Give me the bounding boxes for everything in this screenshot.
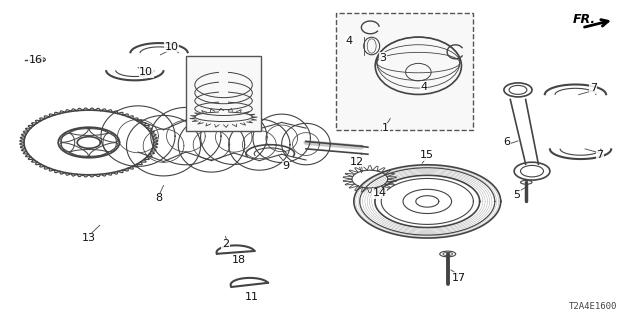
Text: 13: 13	[82, 233, 96, 243]
Text: 11: 11	[244, 292, 259, 302]
Text: 3: 3	[379, 53, 386, 63]
Text: 7: 7	[590, 83, 597, 93]
Circle shape	[39, 59, 43, 60]
Text: 6: 6	[504, 138, 511, 148]
Bar	[186, 56, 261, 131]
Text: 1: 1	[382, 123, 389, 133]
Text: 10: 10	[165, 42, 179, 52]
Text: T2A4E1600: T2A4E1600	[568, 302, 617, 311]
Text: 2: 2	[222, 239, 229, 249]
Text: 7: 7	[596, 150, 604, 160]
Text: 17: 17	[452, 273, 467, 283]
Bar	[336, 13, 473, 130]
Text: 4: 4	[420, 82, 428, 92]
Text: 18: 18	[232, 255, 246, 265]
Text: 15: 15	[420, 150, 435, 160]
Text: 9: 9	[283, 161, 290, 172]
Text: 4: 4	[345, 36, 352, 45]
Text: 5: 5	[513, 190, 520, 200]
Text: 10: 10	[140, 68, 154, 77]
Text: FR.: FR.	[572, 13, 595, 26]
Text: 12: 12	[350, 156, 364, 167]
Text: 8: 8	[156, 193, 163, 203]
Text: 16: 16	[29, 55, 43, 65]
Text: 14: 14	[372, 188, 387, 198]
